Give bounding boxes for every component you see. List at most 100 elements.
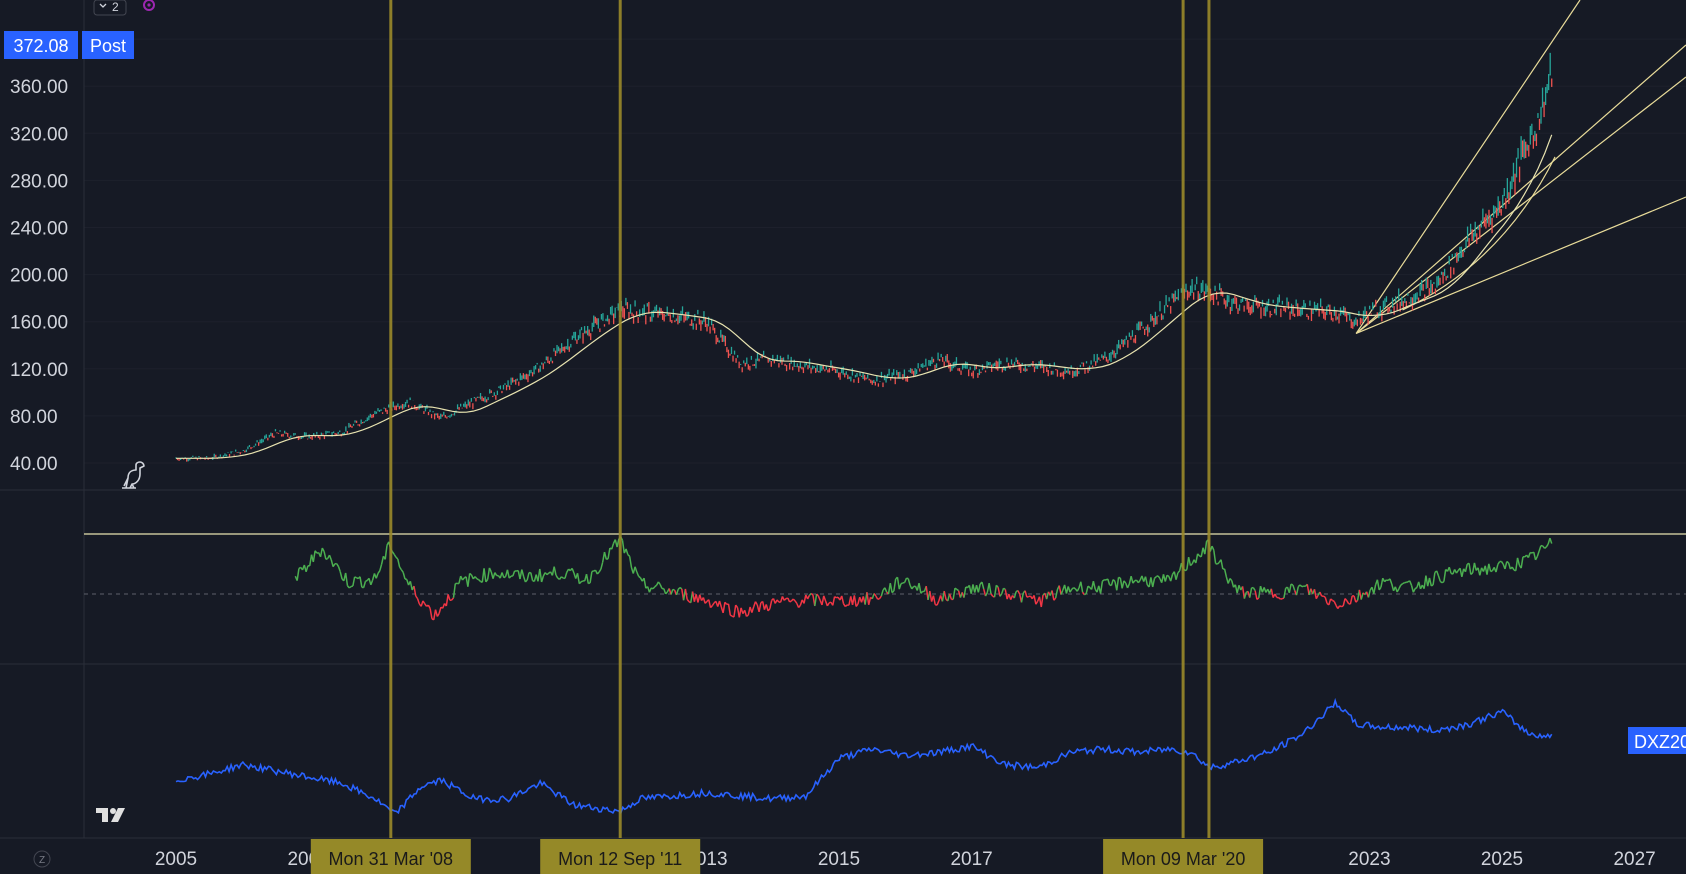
oscillator-segment: [1342, 598, 1346, 607]
oscillator-segment: [903, 577, 908, 583]
oscillator-segment: [900, 582, 904, 585]
oscillator-segment: [492, 572, 496, 579]
oscillator-segment: [354, 576, 357, 579]
oscillator-segment: [1386, 579, 1389, 582]
oscillator-segment: [657, 581, 661, 585]
oscillator-segment: [1169, 574, 1174, 582]
oscillator-segment: [298, 566, 302, 570]
trendlines[interactable]: [1355, 0, 1686, 335]
oscillator-segment: [1216, 561, 1220, 565]
price-tick-label: 120.00: [10, 360, 68, 381]
oscillator-segment: [393, 553, 397, 558]
oscillator-segment: [751, 606, 755, 613]
oscillator-segment: [738, 607, 742, 618]
oscillator-segment: [1195, 553, 1199, 564]
oscillator-segment: [1069, 588, 1073, 593]
price-tick-label: 280.00: [10, 171, 68, 192]
oscillator-segment: [330, 559, 334, 567]
fan-trendline[interactable]: [1355, 196, 1686, 335]
oscillator-segment: [546, 572, 550, 576]
oscillator-segment: [1151, 578, 1156, 588]
oscillator-segment: [1500, 561, 1504, 565]
oscillator-segment: [438, 607, 442, 614]
oscillator-segment: [560, 576, 564, 579]
timezone-button[interactable]: Z: [33, 850, 51, 868]
oscillator-segment: [1076, 587, 1080, 592]
oscillator-segment: [1319, 591, 1323, 597]
oscillator-segment: [1144, 576, 1149, 586]
oscillator-segment: [1156, 575, 1159, 578]
last-price-badge[interactable]: 372.08 Post: [4, 31, 134, 59]
oscillator-segment: [370, 579, 374, 586]
event-date-label-bg: [1103, 839, 1264, 874]
oscillator-segment: [808, 592, 812, 596]
year-tick-label: 2015: [818, 849, 860, 870]
fan-trendline[interactable]: [1355, 0, 1581, 334]
tradingview-logo[interactable]: [96, 808, 125, 822]
oscillator-segment: [765, 604, 769, 612]
oscillator-segment: [402, 572, 406, 580]
oscillator-segment: [1490, 570, 1493, 573]
oscillator-segment: [984, 592, 989, 597]
oscillator-segment: [638, 575, 641, 579]
oscillator-segment: [699, 594, 703, 601]
oscillator-segment: [836, 596, 839, 599]
fan-trendline[interactable]: [1355, 76, 1686, 334]
oscillator-segment: [1301, 585, 1304, 588]
oscillator-segment: [1073, 587, 1076, 590]
year-tick-label: 2017: [950, 849, 992, 870]
oscillator-segment: [553, 566, 557, 576]
oscillator-segment: [1495, 564, 1499, 573]
oscillator-segment: [1013, 591, 1017, 599]
price-tick-label: 200.00: [10, 266, 68, 287]
fan-trendline[interactable]: [1355, 44, 1686, 334]
oscillator-segment: [1414, 586, 1418, 590]
year-tick-label: 2005: [155, 849, 197, 870]
oscillator-segment: [652, 586, 656, 590]
oscillator-segment: [1439, 580, 1443, 584]
oscillator-segment: [316, 551, 319, 554]
oscillator-segment: [1533, 551, 1537, 561]
oscillator-segment: [1130, 576, 1134, 584]
time-axis[interactable]: 200520072009201320152017202320252027: [155, 849, 1656, 870]
oscillator-segment: [867, 597, 872, 605]
oscillator-segment: [686, 598, 690, 603]
oscillator-segment: [956, 588, 960, 592]
oscillator-segment: [1367, 589, 1371, 598]
oscillator-segment: [911, 586, 915, 590]
oscillator-segment: [898, 583, 902, 590]
event-lines[interactable]: [389, 0, 1211, 838]
oscillator-segment: [920, 590, 924, 594]
oscillator-segment: [1409, 580, 1413, 586]
gear-icon: [143, 0, 155, 11]
oscillator-segment: [336, 563, 340, 567]
event-date-label: Mon 12 Sep '11: [558, 849, 682, 869]
oscillator-segment: [1231, 580, 1235, 588]
oscillator-segment: [571, 568, 575, 574]
oscillator-segment: [424, 603, 428, 607]
oscillator-segment: [380, 556, 385, 565]
oscillator-segment: [1511, 566, 1515, 571]
oscillator-segment: [588, 582, 591, 585]
oscillator-segment: [729, 614, 733, 617]
oscillator-segment: [1534, 556, 1539, 561]
indicator-settings-icon[interactable]: [143, 0, 155, 11]
oscillator-segment: [1470, 572, 1474, 576]
oscillator-segment: [943, 590, 947, 600]
dxy-label-bg: [1628, 727, 1686, 754]
oscillator-segment: [803, 594, 807, 604]
dinosaur-icon[interactable]: [122, 461, 145, 489]
oscillator-segment: [718, 600, 723, 608]
oscillator-segment: [1085, 585, 1089, 594]
oscillator-segment: [362, 581, 367, 588]
oscillator-segment: [1544, 546, 1547, 549]
dxy-label-badge[interactable]: DXZ20: [1628, 727, 1686, 754]
oscillator-segment: [436, 613, 440, 617]
parabolic-trendline[interactable]: [1402, 156, 1556, 311]
oscillator-segment: [415, 595, 419, 600]
collapse-toggle[interactable]: 2: [93, 0, 127, 16]
oscillator-segment: [1003, 587, 1006, 590]
oscillator-segment: [377, 570, 381, 574]
oscillator-segment: [654, 584, 658, 588]
